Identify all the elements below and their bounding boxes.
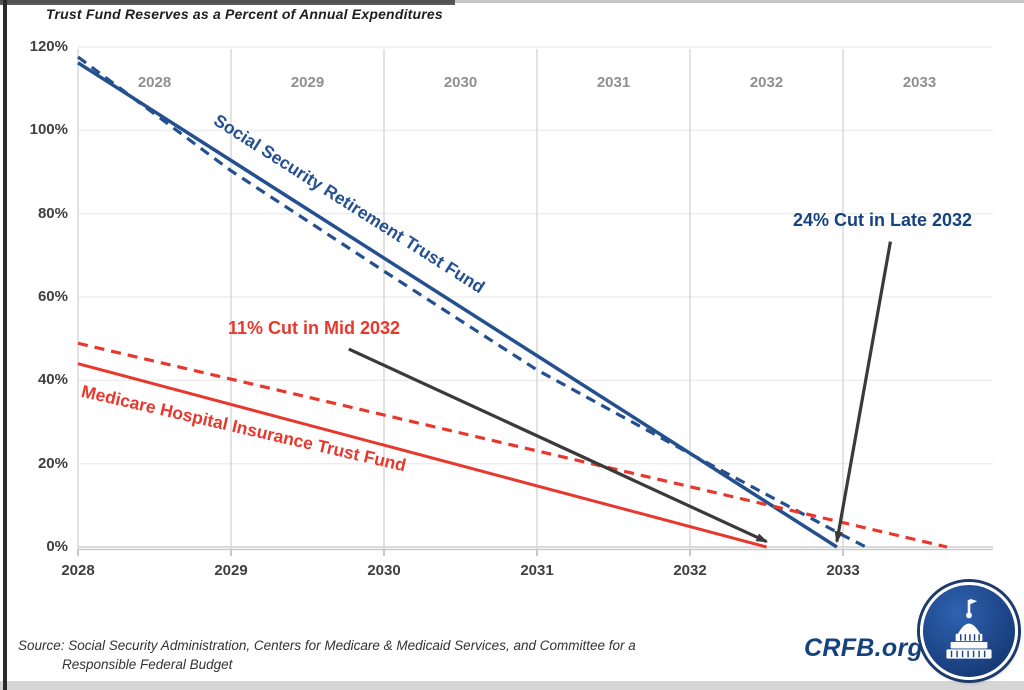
annotation-arrow [834,241,893,544]
y-axis-tick-label: 120% [29,38,68,55]
x-axis-bottom-year-label: 2032 [673,562,707,579]
y-axis-tick-label: 60% [37,288,68,305]
annotation-arrow [348,347,769,544]
frame-top-border [0,0,1024,3]
x-axis-top-year-label: 2029 [290,74,325,91]
series-line [77,55,867,549]
y-axis-tick-label: 80% [37,204,68,222]
data-series-lines [77,55,948,549]
x-axis-top-year-label: 2033 [902,74,937,91]
source-note-line1: Source: Social Security Administration, … [18,638,636,653]
series-line [77,362,767,549]
chart-title: Trust Fund Reserves as a Percent of Annu… [46,6,443,22]
x-axis-top-year-label: 2031 [596,74,631,91]
crfb-logo [920,582,1018,680]
frame-bottom-band [0,681,1024,690]
x-axis-bottom-year-label: 2029 [214,562,248,579]
annotation-arrows [348,241,893,544]
x-axis-bottom-year-label: 2028 [61,562,95,579]
x-axis-top-year-label: 2030 [443,74,478,91]
x-axis-bottom-year-label: 2031 [520,562,554,579]
frame-left-border [3,0,7,690]
y-axis-tick-label: 100% [29,121,68,139]
crfb-org-wordmark: CRFB.org [804,634,924,662]
x-axis-top-year-label: 2032 [749,74,784,91]
annotation-11-percent-cut: 11% Cut in Mid 2032 [228,318,401,338]
series-line [77,341,948,549]
x-axis-bottom-year-label: 2030 [367,562,401,579]
annotation-24-percent-cut: 24% Cut in Late 2032 [793,210,973,230]
y-axis-tick-label: 20% [37,454,68,472]
source-note-line2: Responsible Federal Budget [62,657,233,672]
x-axis-bottom-year-label: 2033 [826,562,860,579]
x-axis-line-and-ticks [77,548,993,556]
x-axis-top-year-label: 2028 [137,74,172,91]
frame-top-border-dark-segment [0,0,455,5]
y-axis-tick-label: 0% [46,538,68,555]
series-line [77,61,838,549]
capitol-dome-icon [946,598,992,659]
y-axis-tick-label: 40% [37,371,68,389]
